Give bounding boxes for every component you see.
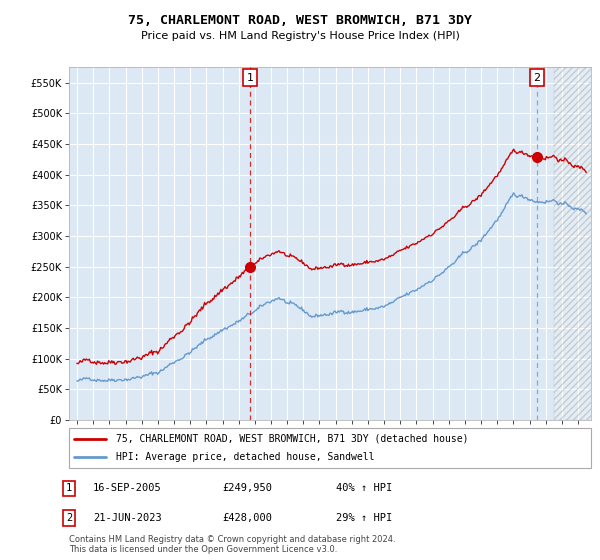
Text: 2: 2 (66, 513, 72, 523)
Text: 29% ↑ HPI: 29% ↑ HPI (336, 513, 392, 523)
Text: £249,950: £249,950 (222, 483, 272, 493)
Text: 16-SEP-2005: 16-SEP-2005 (93, 483, 162, 493)
Text: 75, CHARLEMONT ROAD, WEST BROMWICH, B71 3DY (detached house): 75, CHARLEMONT ROAD, WEST BROMWICH, B71 … (116, 434, 469, 444)
Text: 75, CHARLEMONT ROAD, WEST BROMWICH, B71 3DY: 75, CHARLEMONT ROAD, WEST BROMWICH, B71 … (128, 14, 472, 27)
FancyBboxPatch shape (69, 428, 591, 468)
Text: 2: 2 (533, 73, 541, 83)
Text: Price paid vs. HM Land Registry's House Price Index (HPI): Price paid vs. HM Land Registry's House … (140, 31, 460, 41)
Text: 40% ↑ HPI: 40% ↑ HPI (336, 483, 392, 493)
Text: 1: 1 (66, 483, 72, 493)
Text: 1: 1 (247, 73, 254, 83)
Text: 21-JUN-2023: 21-JUN-2023 (93, 513, 162, 523)
Text: HPI: Average price, detached house, Sandwell: HPI: Average price, detached house, Sand… (116, 452, 374, 462)
Text: £428,000: £428,000 (222, 513, 272, 523)
Text: Contains HM Land Registry data © Crown copyright and database right 2024.
This d: Contains HM Land Registry data © Crown c… (69, 535, 395, 554)
